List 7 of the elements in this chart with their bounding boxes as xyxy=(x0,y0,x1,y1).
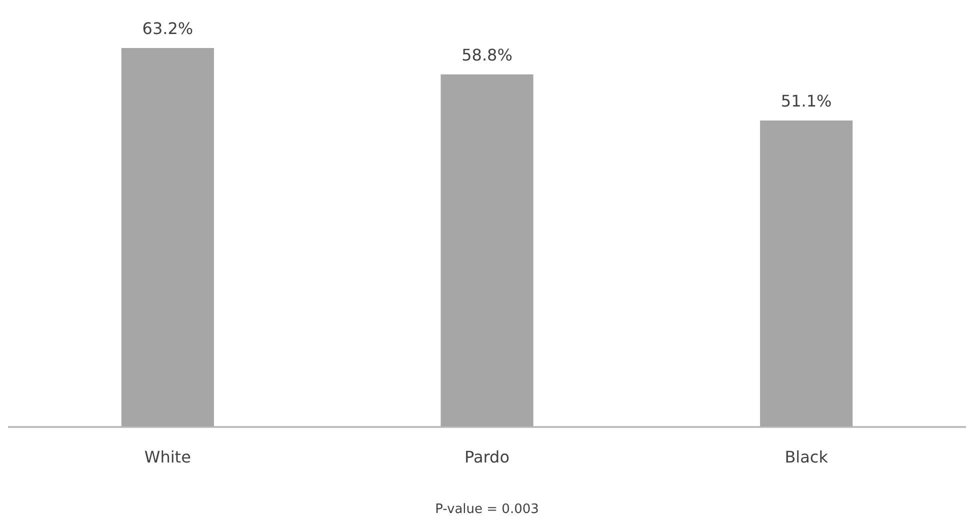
text: P-value = 0.003 xyxy=(435,502,539,517)
data-label: 63.2% xyxy=(142,19,194,38)
data-label: 58.8% xyxy=(462,46,512,65)
data-label: 51.1% xyxy=(780,92,832,111)
x-tick-label: Black xyxy=(784,448,829,467)
x-tick-label: White xyxy=(144,448,191,467)
x-tick-label: Pardo xyxy=(464,448,510,467)
